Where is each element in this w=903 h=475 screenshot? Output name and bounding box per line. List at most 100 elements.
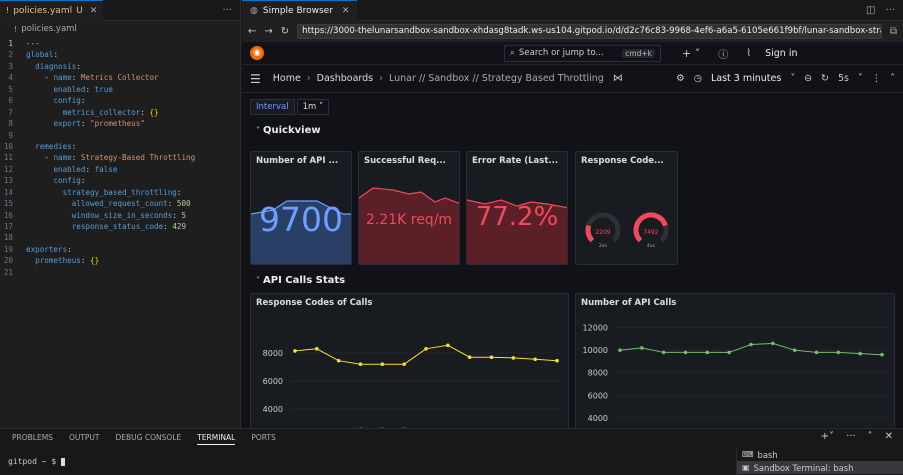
code-line[interactable]: 11 - name: Strategy-Based Throttling [0, 152, 240, 163]
data-point [618, 348, 622, 352]
close-icon[interactable]: ✕ [89, 5, 98, 16]
stat-panel-successful[interactable]: Successful Req... 2.21K req/m [358, 151, 460, 265]
code-line[interactable]: 18 [0, 232, 240, 243]
code-line[interactable]: 9 [0, 130, 240, 141]
code-line[interactable]: 6 config: [0, 95, 240, 106]
stat-value: 9700 [259, 200, 343, 239]
tab-ports[interactable]: PORTS [251, 433, 276, 442]
timeseries-panel-api-calls[interactable]: Number of API Calls 12000 10000 8000 6000 40… [575, 293, 895, 433]
code-line[interactable]: 21 [0, 267, 240, 278]
tab-debug-console[interactable]: DEBUG CONSOLE [115, 433, 182, 442]
search-input[interactable]: ⌕ Search or jump to... cmd+k [504, 44, 661, 62]
line-text: enabled: true [26, 84, 112, 95]
token: - [26, 153, 54, 163]
prompt-text: gitpod ~ $ [8, 457, 57, 466]
tab-problems[interactable]: PROBLEMS [12, 433, 53, 442]
breadcrumb-file[interactable]: policies.yaml [21, 24, 77, 34]
more-actions-icon[interactable]: ··· [222, 4, 232, 16]
split-editor-icon[interactable]: ◫ [866, 4, 876, 16]
token: --- [26, 39, 40, 48]
code-line[interactable]: 10 remedies: [0, 141, 240, 152]
chevron-down-icon[interactable]: ˅ [858, 73, 863, 84]
close-icon[interactable]: ✕ [884, 431, 893, 442]
token [26, 211, 72, 220]
close-icon[interactable]: ✕ [341, 5, 350, 16]
tick-label: 8000 [588, 369, 608, 378]
code-line[interactable]: 5 enabled: true [0, 84, 240, 95]
chevron-down-icon[interactable]: ˅ [790, 73, 796, 84]
forward-icon[interactable]: → [264, 26, 273, 37]
token: {} [149, 107, 159, 117]
stat-panel-error-rate[interactable]: Error Rate (Last... 77.2% [466, 151, 568, 265]
timeseries-panel-response-codes[interactable]: Response Codes of Calls 8000 6000 4000 [250, 293, 569, 433]
gauge-panel-response-codes[interactable]: Response Code... 2209 2xx 7492 4xx [575, 151, 678, 265]
panel-title: Response Code... [581, 156, 664, 166]
code-line[interactable]: 3 diagnosis: [0, 61, 240, 72]
simple-browser-pane: ◍ Simple Browser ✕ ◫ ··· ← → ↻ https://3… [242, 0, 903, 433]
code-area[interactable]: 1 --- 2 global: 3 diagnosis: 4 - name: Metric… [0, 37, 240, 278]
help-icon[interactable]: ⓘ [718, 49, 729, 61]
breadcrumb-home[interactable]: Home [272, 73, 301, 84]
terminal-item[interactable]: ▣ Sandbox Terminal: bash [737, 461, 903, 474]
token: Strategy-Based Throttling [80, 153, 196, 163]
reload-icon[interactable]: ↻ [280, 26, 290, 37]
gauges: 2209 2xx 7492 4xx [585, 212, 669, 249]
terminal-name: Sandbox Terminal: bash [753, 462, 854, 473]
row-api-calls-stats[interactable]: ˅ API Calls Stats [242, 271, 542, 289]
new-terminal-icon[interactable]: +˅ [820, 431, 835, 442]
token [26, 165, 53, 174]
menu-icon[interactable]: ☰ [250, 71, 261, 86]
share-icon[interactable]: ⋈ [612, 73, 623, 84]
more-actions-icon[interactable]: ··· [885, 4, 895, 16]
tab-output[interactable]: OUTPUT [68, 433, 100, 442]
time-range-picker[interactable]: Last 3 minutes [710, 73, 782, 84]
browser-tab[interactable]: ◍ Simple Browser ✕ [242, 0, 358, 21]
code-line[interactable]: 20 prometheus: {} [0, 255, 240, 266]
grafana-logo-icon[interactable]: ◉ [250, 46, 264, 60]
add-icon[interactable]: + ˅ [682, 46, 701, 60]
chart-api-calls: 12000 10000 8000 6000 4000 [583, 324, 888, 423]
zoom-out-icon[interactable]: ⊖ [804, 73, 813, 84]
code-line[interactable]: 16 window_size_in_seconds: 5 [0, 210, 240, 221]
breadcrumb-dashboards[interactable]: Dashboards [316, 73, 374, 84]
kebab-icon[interactable]: ⋮ [871, 73, 882, 84]
refresh-interval[interactable]: 5s [838, 73, 849, 84]
interval-select[interactable]: 1m ˅ [296, 99, 330, 115]
refresh-icon[interactable]: ↻ [821, 73, 829, 84]
code-line[interactable]: 2 global: [0, 49, 240, 60]
line-text: export: "prometheus" [26, 118, 144, 129]
terminal-icon: ⌨ [742, 450, 754, 459]
token: diagnosis [35, 61, 77, 71]
line-number: 16 [3, 210, 13, 220]
settings-icon[interactable]: ⚙ [676, 73, 685, 84]
code-line[interactable]: 12 enabled: false [0, 164, 240, 175]
stat-panel-api-count[interactable]: Number of API ... 9700 [250, 151, 352, 265]
sign-in-link[interactable]: Sign in [765, 47, 798, 59]
back-icon[interactable]: ← [248, 26, 257, 37]
code-line[interactable]: 13 config: [0, 175, 240, 186]
code-line[interactable]: 15 allowed_request_count: 500 [0, 198, 240, 209]
url-input[interactable]: https://3000-thelunarsandbox-sandbox-xhd… [297, 24, 882, 39]
code-line[interactable]: 17 response_status_code: 429 [0, 221, 240, 232]
stat-value: 2.21K req/m [365, 212, 453, 228]
editor-tab-policies[interactable]: ! policies.yaml U ✕ [0, 0, 104, 21]
code-line[interactable]: 19 exporters: [0, 244, 240, 255]
tab-terminal[interactable]: TERMINAL [197, 433, 236, 445]
panel-title: Number of API Calls [581, 298, 677, 308]
news-icon[interactable]: ⌇ [746, 47, 752, 59]
terminal-prompt[interactable]: gitpod ~ $ [8, 457, 65, 466]
code-line[interactable]: 1 --- [0, 38, 240, 49]
code-line[interactable]: 14 strategy_based_throttling: [0, 187, 240, 198]
collapse-icon[interactable]: ˄ [890, 73, 895, 84]
maximize-icon[interactable]: ˄ [867, 431, 873, 442]
line-text: enabled: false [26, 164, 117, 175]
terminal-item[interactable]: ⌨ bash [737, 448, 903, 461]
row-quickview[interactable]: ˅ Quickview [242, 121, 903, 139]
open-external-icon[interactable]: ⧉ [889, 26, 897, 37]
editor-pane: ! policies.yaml U ✕ ··· ! policies.yaml … [0, 0, 241, 428]
token: : [71, 141, 77, 151]
code-line[interactable]: 8 export: "prometheus" [0, 118, 240, 129]
more-actions-icon[interactable]: ··· [846, 431, 856, 442]
code-line[interactable]: 4 - name: Metrics Collector [0, 72, 240, 83]
code-line[interactable]: 7 metrics_collector: {} [0, 107, 240, 118]
